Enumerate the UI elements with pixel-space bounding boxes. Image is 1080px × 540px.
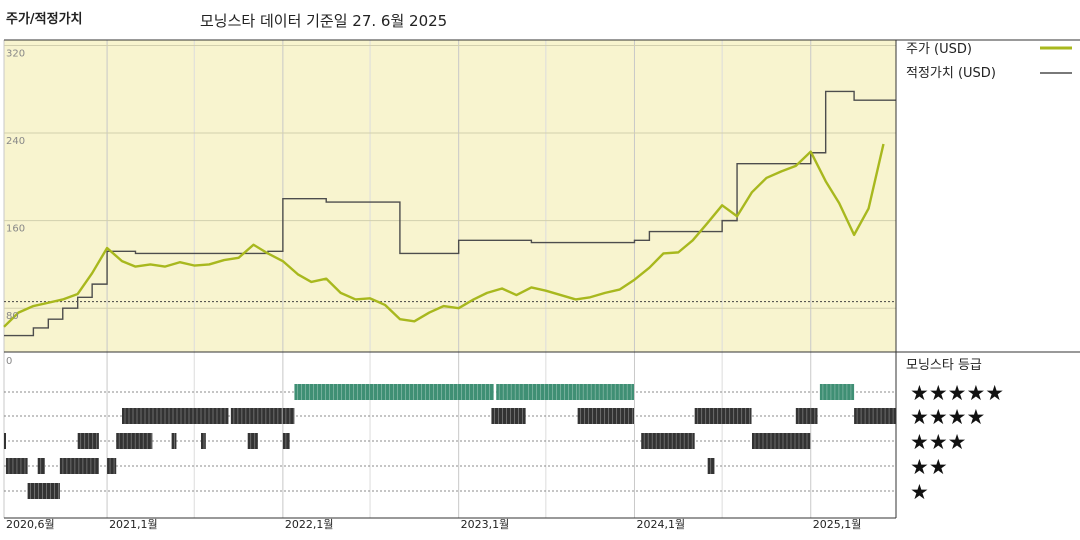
- rating-run-4-star: [122, 408, 229, 424]
- rating-run-4-star: [854, 408, 896, 424]
- star-label-2: ★★: [910, 455, 948, 479]
- star-label-4: ★★★★: [910, 405, 985, 429]
- rating-run-4-star: [282, 408, 295, 424]
- legend-fair-label: 적정가치 (USD): [906, 66, 996, 81]
- rating-run-3-star: [116, 433, 153, 449]
- rating-run-5-star: [525, 384, 578, 400]
- star-label-1: ★: [910, 480, 929, 504]
- y-tick-label: 320: [6, 48, 25, 59]
- y-tick-label: 240: [6, 136, 25, 147]
- rating-marks: [4, 384, 896, 499]
- rating-run-3-star: [171, 433, 177, 449]
- rating-run-2-star: [37, 458, 45, 474]
- rating-run-4-star: [230, 408, 283, 424]
- rating-run-3-star: [200, 433, 206, 449]
- rating-run-4-star: [577, 408, 634, 424]
- rating-run-3-star: [4, 433, 6, 449]
- star-labels: ★★★★★★★★★★★★★★★: [910, 381, 1004, 504]
- rating-run-1-star: [27, 483, 60, 499]
- rating-panel-title: 모닝스타 등급: [906, 358, 982, 373]
- y-tick-label: 160: [6, 224, 25, 235]
- rating-run-5-star: [294, 384, 494, 400]
- rating-run-3-star: [247, 433, 258, 449]
- price-line: [3, 143, 885, 328]
- x-tick-label: 2021,1월: [109, 518, 158, 531]
- rating-run-4-star: [694, 408, 752, 424]
- rating-run-3-star: [77, 433, 99, 449]
- legend-price-label: 주가 (USD): [906, 42, 972, 57]
- series-lines: [3, 90, 896, 337]
- x-tick-label: 2023,1월: [461, 518, 510, 531]
- rating-run-4-star: [795, 408, 818, 424]
- rating-run-3-star: [751, 433, 811, 449]
- chart-title: 주가/적정가치: [6, 12, 83, 27]
- star-label-5: ★★★★★: [910, 381, 1004, 405]
- x-tick-label: 2022,1월: [285, 518, 334, 531]
- rating-run-2-star: [107, 458, 117, 474]
- gridlines: [3, 40, 896, 518]
- legend: 주가 (USD) 적정가치 (USD): [906, 42, 1072, 81]
- fair-value-line: [4, 90, 896, 337]
- rating-run-3-star: [282, 433, 290, 449]
- rating-run-4-star: [491, 408, 526, 424]
- rating-run-2-star: [5, 458, 28, 474]
- data-date-label: 모닝스타 데이터 기준일 27. 6월 2025: [200, 12, 448, 30]
- star-label-3: ★★★: [910, 430, 966, 454]
- rating-run-2-star: [707, 458, 715, 474]
- x-tick-label: 2020,6월: [6, 518, 55, 531]
- x-tick-label: 2025,1월: [813, 518, 862, 531]
- y-tick-label: 80: [6, 311, 19, 322]
- rating-zero-label: 0: [6, 356, 12, 367]
- rating-run-2-star: [59, 458, 99, 474]
- axis-ticks: 2020,6월 2021,1월 2022,1월 2023,1월 2024,1월 2025,…: [6, 48, 861, 531]
- rating-run-5-star: [819, 384, 855, 400]
- plot-background: [4, 40, 896, 352]
- x-tick-label: 2024,1월: [636, 518, 685, 531]
- rating-run-3-star: [641, 433, 695, 449]
